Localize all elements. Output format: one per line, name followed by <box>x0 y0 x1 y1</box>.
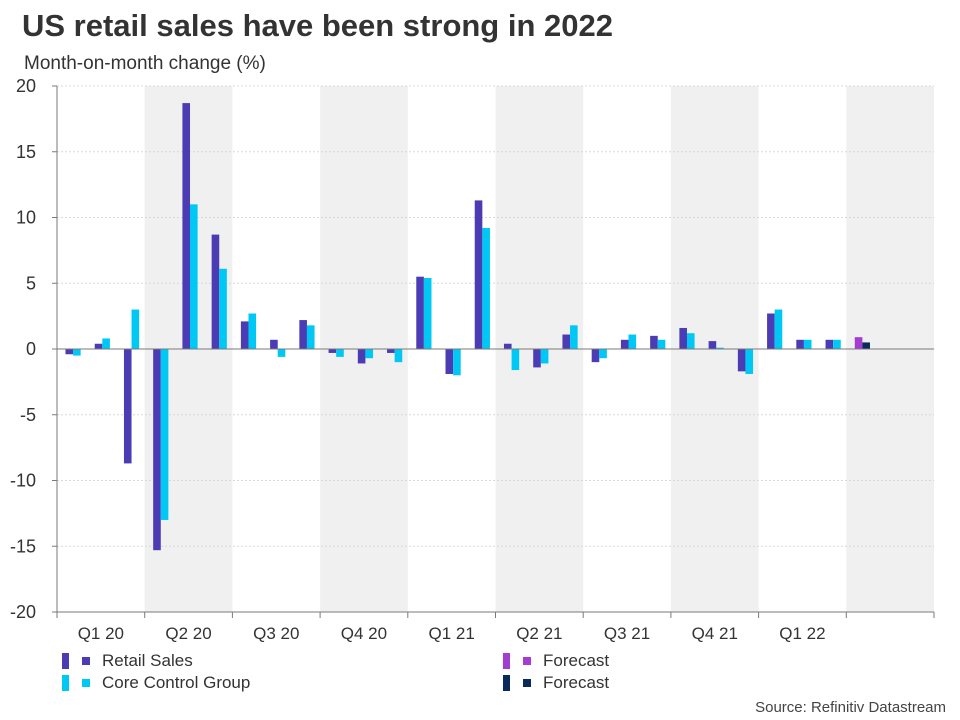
bar-retail-sales <box>270 339 278 349</box>
bar-retail-sales <box>153 349 161 551</box>
bar-core-control <box>716 347 724 349</box>
bar-core-control <box>657 339 666 349</box>
y-tick-label: -10 <box>10 471 36 491</box>
bar-forecast <box>854 337 863 349</box>
bar-retail-sales <box>796 339 804 349</box>
bar-core-control <box>774 309 783 349</box>
legend-item-forecast-retail: Forecast <box>503 651 609 671</box>
legend-swatch-forecast-retail-square <box>523 657 531 665</box>
bar-retail-sales <box>591 349 600 363</box>
bar-core-control <box>803 339 812 349</box>
bar-core-control <box>570 325 578 349</box>
axis-labels: 20 15 10 5 0 -5 -10 -15 -20 Q1 20 Q2 20 Q3 20 Q4 20 Q… <box>10 76 826 643</box>
bar-retail-sales <box>182 103 191 349</box>
bar-core-control <box>73 349 81 356</box>
y-tick-label: 5 <box>26 273 36 293</box>
bar-retail-sales <box>445 349 454 374</box>
bar-retail-sales <box>708 341 717 349</box>
legend-item-core-control: Core Control Group <box>62 673 250 693</box>
bar-retail-sales <box>240 321 249 349</box>
bar-core-control <box>190 204 198 349</box>
y-tick-label: -5 <box>20 405 36 425</box>
bar-retail-sales <box>416 276 424 349</box>
bar-retail-sales <box>620 339 629 349</box>
bar-retail-sales <box>503 343 512 349</box>
bar-core-control <box>365 349 374 359</box>
y-tick-label: 20 <box>16 76 36 96</box>
x-tick-label: Q2 21 <box>516 624 562 643</box>
legend-swatch-retail-bar <box>62 653 69 669</box>
legend-swatch-forecast-core-square <box>523 679 531 687</box>
bar-core-control <box>833 339 841 349</box>
bar-retail-sales <box>328 349 337 353</box>
y-tick-label: -20 <box>10 602 36 622</box>
bar-core-control <box>628 334 637 349</box>
bar-retail-sales <box>299 320 307 349</box>
bar-core-control <box>540 349 549 364</box>
bar-core-control <box>248 313 257 349</box>
x-tick-label: Q2 20 <box>165 624 211 643</box>
y-tick-label: -15 <box>10 536 36 556</box>
legend-label-core-control: Core Control Group <box>102 673 251 692</box>
bar-core-control <box>219 268 227 349</box>
bar-retail-sales <box>679 327 687 349</box>
chart-title: US retail sales have been strong in 2022 <box>22 8 613 43</box>
legend-swatch-forecast-retail-bar <box>503 653 510 669</box>
bar-core-control <box>102 338 110 349</box>
bar-core-control <box>423 277 432 349</box>
bar-retail-sales <box>650 335 658 349</box>
y-tick-label: 10 <box>16 208 36 228</box>
bar-retail-sales <box>211 234 220 349</box>
legend-label-forecast-core: Forecast <box>543 673 610 692</box>
bar-retail-sales <box>562 334 571 349</box>
legend-label-retail-sales: Retail Sales <box>102 651 193 670</box>
axes <box>52 85 935 618</box>
bar-core-control <box>306 325 315 349</box>
bar-core-control <box>131 309 140 349</box>
legend-swatch-retail-square <box>82 657 90 665</box>
bar-retail-sales <box>387 349 395 353</box>
bar-retail-sales <box>357 349 366 364</box>
x-tick-label: Q1 20 <box>78 624 124 643</box>
bar-core-control <box>745 349 754 374</box>
x-tick-label: Q3 20 <box>253 624 299 643</box>
bar-core-control <box>686 333 695 349</box>
bar-retail-sales <box>533 349 541 368</box>
bar-retail-sales <box>474 200 483 349</box>
bar-core-control <box>336 349 344 357</box>
x-tick-label: Q3 21 <box>604 624 650 643</box>
legend-swatch-core-bar <box>62 675 69 691</box>
legend-swatch-core-square <box>82 679 90 687</box>
x-tick-label: Q4 20 <box>341 624 387 643</box>
y-tick-label: 15 <box>16 142 36 162</box>
x-tick-label: Q4 21 <box>692 624 738 643</box>
bar-retail-sales <box>767 313 775 349</box>
bar-retail-sales <box>94 343 103 349</box>
bar-forecast <box>862 342 870 349</box>
bar-core-control <box>482 228 490 349</box>
bar-core-control <box>511 349 520 371</box>
x-tick-label: Q1 22 <box>779 624 825 643</box>
bar-core-control <box>394 349 403 363</box>
source-note: Source: Refinitiv Datastream <box>755 699 946 716</box>
legend-item-forecast-core: Forecast <box>503 673 609 693</box>
y-tick-label: 0 <box>26 339 36 359</box>
bar-retail-sales <box>737 349 746 372</box>
chart-subtitle: Month-on-month change (%) <box>24 53 266 74</box>
bars <box>65 103 870 551</box>
x-tick-label: Q1 21 <box>428 624 474 643</box>
legend-swatch-forecast-core-bar <box>503 675 510 691</box>
legend-item-retail-sales: Retail Sales <box>62 651 193 671</box>
bar-retail-sales <box>65 349 74 355</box>
bar-retail-sales <box>825 339 834 349</box>
bar-core-control <box>160 349 169 520</box>
legend-label-forecast-retail: Forecast <box>543 651 610 670</box>
bar-retail-sales <box>123 349 132 464</box>
bar-core-control <box>453 349 461 376</box>
bar-core-control <box>277 349 286 357</box>
bar-core-control <box>599 349 607 359</box>
